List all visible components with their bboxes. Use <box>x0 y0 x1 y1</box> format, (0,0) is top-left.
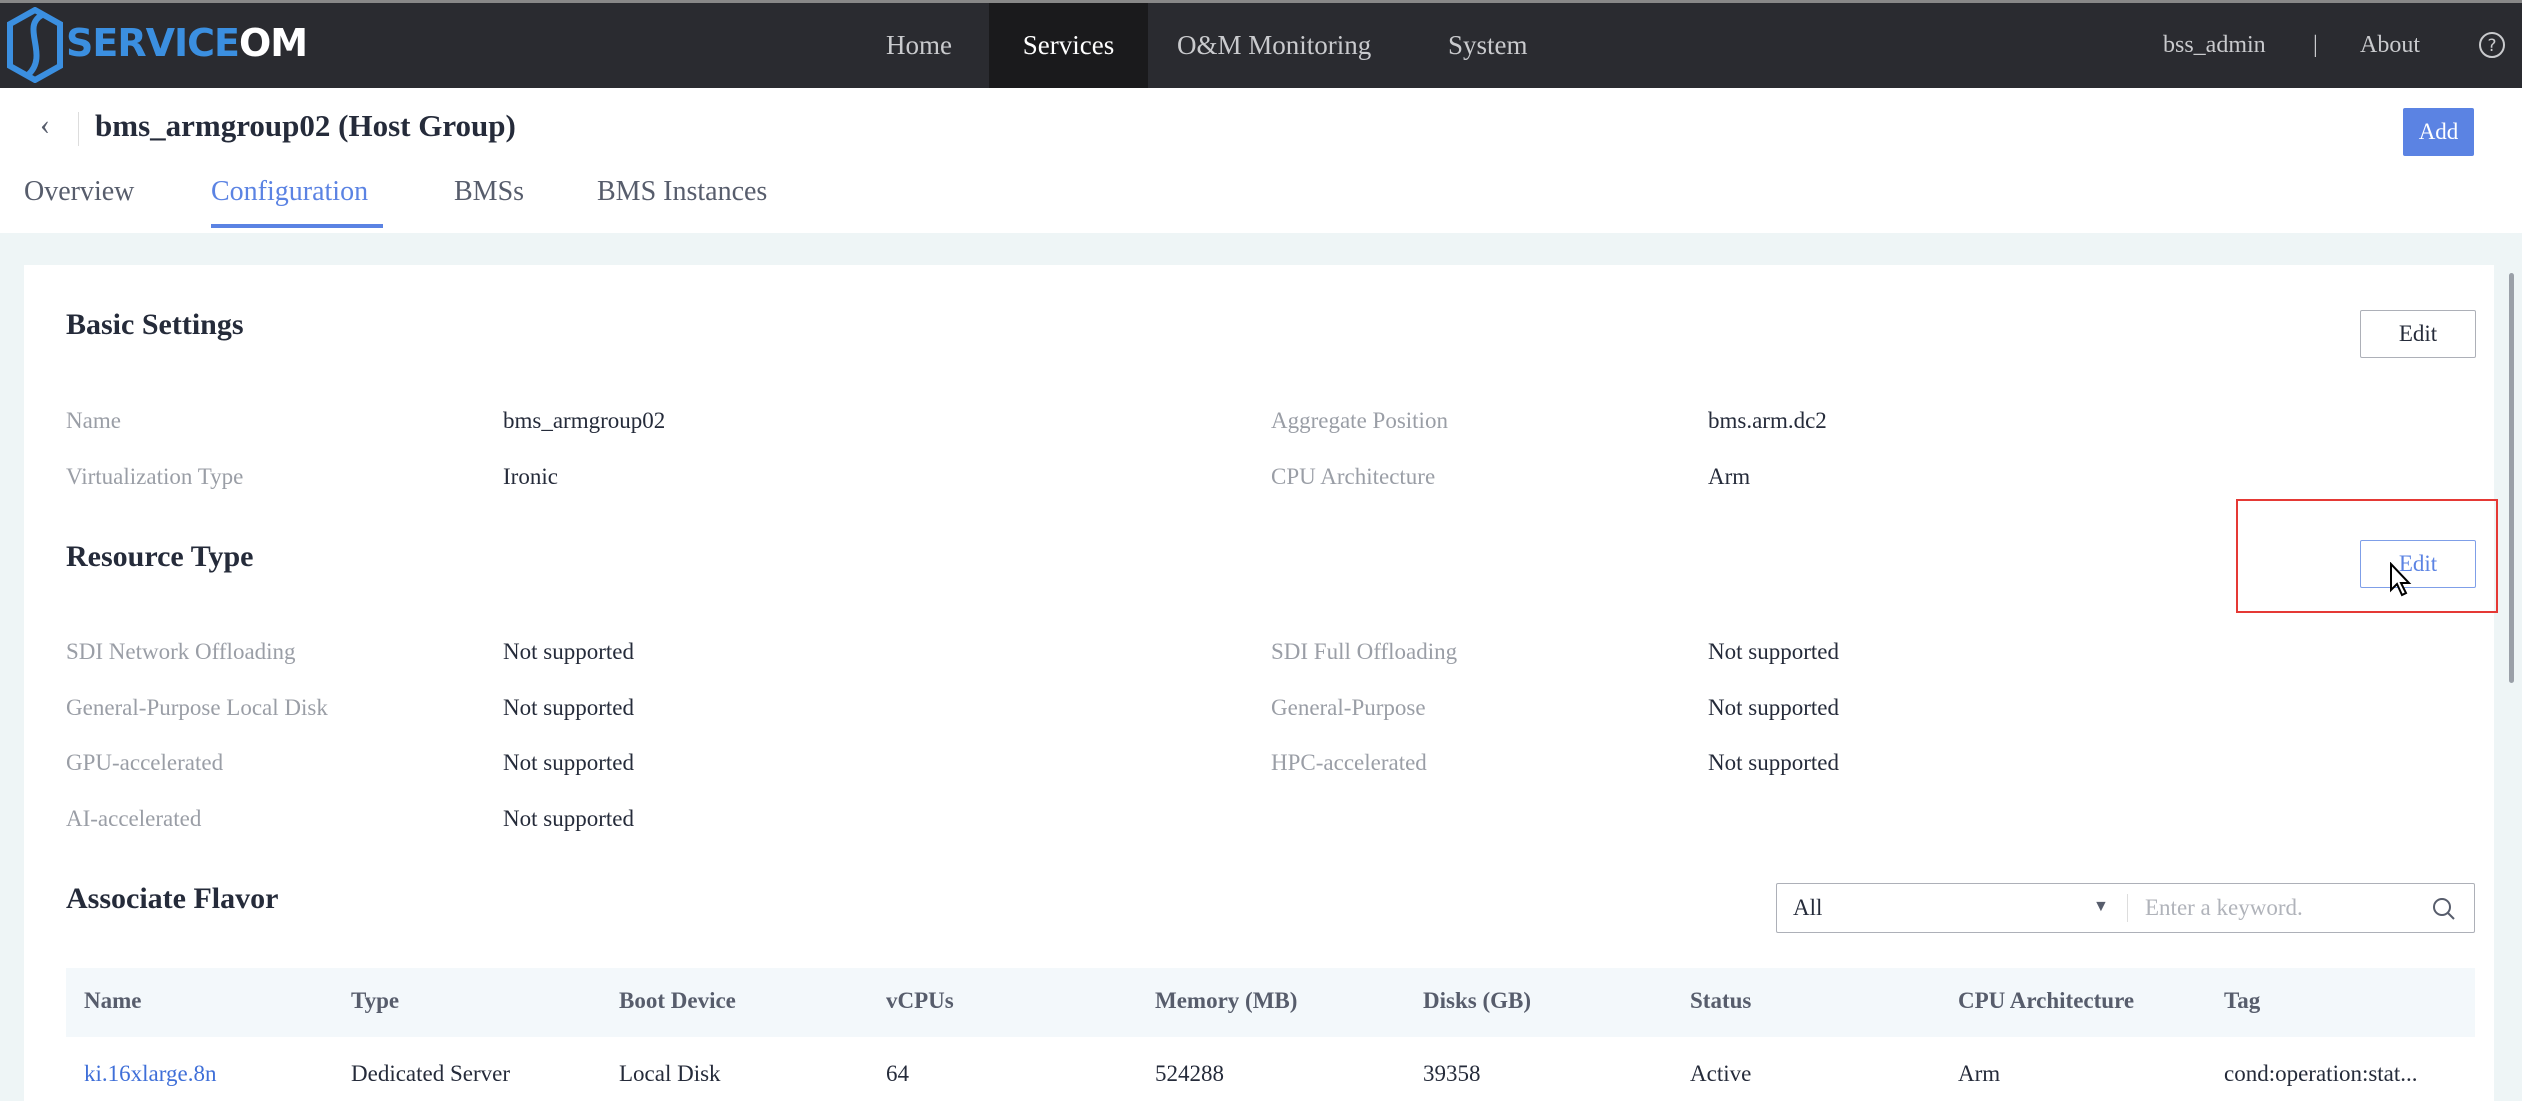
field-value: Ironic <box>503 464 558 489</box>
column-header: Boot Device <box>619 988 736 1013</box>
question-circle-icon[interactable]: ? <box>2478 31 2506 59</box>
field-label: CPU Architecture <box>1271 464 1436 489</box>
top-navbar: SERVICEOM Home Services O&M Monitoring S… <box>0 0 2522 88</box>
back-button[interactable]: ‹ <box>40 108 50 141</box>
field-label: AI-accelerated <box>66 806 202 831</box>
field-label: GPU-accelerated <box>66 750 224 775</box>
column-header: Disks (GB) <box>1423 988 1531 1013</box>
nav-home[interactable]: Home <box>886 30 952 60</box>
tab-overview[interactable]: Overview <box>24 176 135 207</box>
serviceom-logo-icon <box>7 7 63 83</box>
scrollbar-thumb[interactable] <box>2509 273 2514 683</box>
table-cell: cond:operation:stat... <box>2224 1061 2418 1086</box>
table-cell: Active <box>1690 1061 1752 1086</box>
logo-text[interactable]: SERVICEOM <box>66 21 308 65</box>
flavor-name-link[interactable]: ki.16xlarge.8n <box>84 1061 217 1086</box>
field-value: Not supported <box>1708 750 1839 775</box>
field-value: Not supported <box>503 806 634 831</box>
highlight-box <box>2236 499 2498 613</box>
resource-type-edit-button[interactable]: Edit <box>2360 540 2476 588</box>
tab-configuration[interactable]: Configuration <box>211 176 369 207</box>
basic-settings-edit-button[interactable]: Edit <box>2360 310 2476 358</box>
field-label: General-Purpose Local Disk <box>66 695 328 720</box>
table-header <box>66 968 2475 1037</box>
field-value: Not supported <box>503 639 634 664</box>
tab-bmss[interactable]: BMSs <box>454 176 525 207</box>
column-header: vCPUs <box>886 988 954 1013</box>
column-header: Status <box>1690 988 1752 1013</box>
table-cell: Arm <box>1958 1061 2001 1086</box>
active-tab-indicator <box>211 224 383 228</box>
title-divider <box>78 112 79 146</box>
about-link[interactable]: About <box>2360 32 2420 58</box>
nav-services[interactable]: Services <box>989 3 1148 88</box>
table-cell: 39358 <box>1423 1061 1481 1086</box>
filter-select[interactable]: All <box>1793 895 1823 920</box>
column-header: Memory (MB) <box>1155 988 1298 1013</box>
field-value: Not supported <box>1708 695 1839 720</box>
dropdown-arrow-icon[interactable]: ▼ <box>2093 898 2109 915</box>
flavor-search-box: All ▼ Enter a keyword. <box>1776 883 2475 933</box>
field-value: Not supported <box>503 695 634 720</box>
resource-type-title: Resource Type <box>66 540 254 573</box>
column-header: Name <box>84 988 142 1013</box>
field-label: General-Purpose <box>1271 695 1426 720</box>
field-label: Name <box>66 408 121 433</box>
field-label: Virtualization Type <box>66 464 244 489</box>
nav-om-monitoring[interactable]: O&M Monitoring <box>1177 30 1372 60</box>
column-header: CPU Architecture <box>1958 988 2135 1013</box>
table-cell: Local Disk <box>619 1061 721 1086</box>
nav-separator: | <box>2313 32 2318 58</box>
field-value: Arm <box>1708 464 1751 489</box>
field-value: bms.arm.dc2 <box>1708 408 1827 433</box>
tab-bms-instances[interactable]: BMS Instances <box>597 176 768 207</box>
keyword-input[interactable]: Enter a keyword. <box>2145 895 2303 920</box>
table-cell: 64 <box>886 1061 909 1086</box>
add-button[interactable]: Add <box>2403 108 2474 156</box>
search-icon[interactable] <box>2431 896 2457 922</box>
field-label: HPC-accelerated <box>1271 750 1427 775</box>
configuration-card <box>24 265 2494 1101</box>
column-header: Type <box>351 988 400 1013</box>
table-cell: Dedicated Server <box>351 1061 511 1086</box>
table-cell: 524288 <box>1155 1061 1224 1086</box>
mouse-cursor-icon <box>2390 562 2412 597</box>
nav-system[interactable]: System <box>1448 30 1528 60</box>
field-value: Not supported <box>503 750 634 775</box>
page-title: bms_armgroup02 (Host Group) <box>95 108 516 143</box>
field-value: Not supported <box>1708 639 1839 664</box>
svg-text:?: ? <box>2487 36 2496 56</box>
basic-settings-title: Basic Settings <box>66 308 244 341</box>
field-value: bms_armgroup02 <box>503 408 666 433</box>
column-header: Tag <box>2224 988 2261 1013</box>
user-menu[interactable]: bss_admin <box>2163 32 2266 58</box>
associate-flavor-title: Associate Flavor <box>66 882 279 915</box>
search-divider <box>2127 894 2128 922</box>
field-label: SDI Full Offloading <box>1271 639 1458 664</box>
field-label: SDI Network Offloading <box>66 639 296 664</box>
field-label: Aggregate Position <box>1271 408 1448 433</box>
